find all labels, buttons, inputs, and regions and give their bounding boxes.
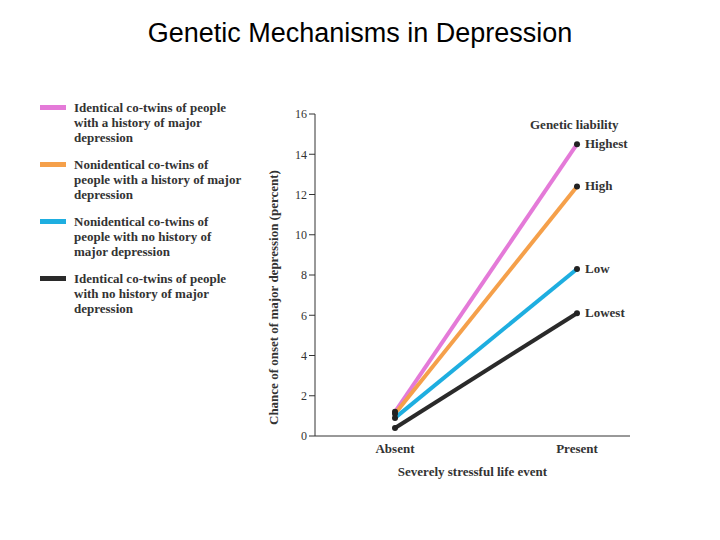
svg-text:6: 6 [301,309,307,323]
svg-text:Low: Low [585,261,610,276]
svg-text:High: High [585,178,613,193]
svg-text:Absent: Absent [375,441,415,456]
html-text:Genetic Mechanisms in Depressi: Genetic Mechanisms in Depression [147,18,573,48]
html-text:Nonidentical co-twins of peopl: Nonidentical co-twins of people with no … [74,214,212,259]
html-text:Identical co-twins of people w: Identical co-twins of people with no his… [74,271,226,316]
svg-text:0: 0 [301,429,307,443]
svg-text:14: 14 [295,148,307,162]
svg-text:10: 10 [295,228,307,242]
html-text:Genetic liability: Genetic liability [530,117,619,132]
svg-text:Lowest: Lowest [585,305,625,320]
svg-text:4: 4 [301,349,307,363]
svg-text:Chance of onset of major depre: Chance of onset of major depression (per… [266,170,281,425]
svg-text:Highest: Highest [585,136,628,151]
html-text:Identical co-twins of people w: Identical co-twins of people with a hist… [74,100,226,145]
svg-text:16: 16 [295,107,307,121]
svg-text:Severely stressful life event: Severely stressful life event [398,464,548,479]
html-text:Nonidentical co-twins of peopl: Nonidentical co-twins of people with a h… [74,157,241,202]
svg-text:12: 12 [295,188,307,202]
svg-text:Present: Present [556,441,598,456]
svg-text:8: 8 [301,268,307,282]
svg-text:2: 2 [301,389,307,403]
